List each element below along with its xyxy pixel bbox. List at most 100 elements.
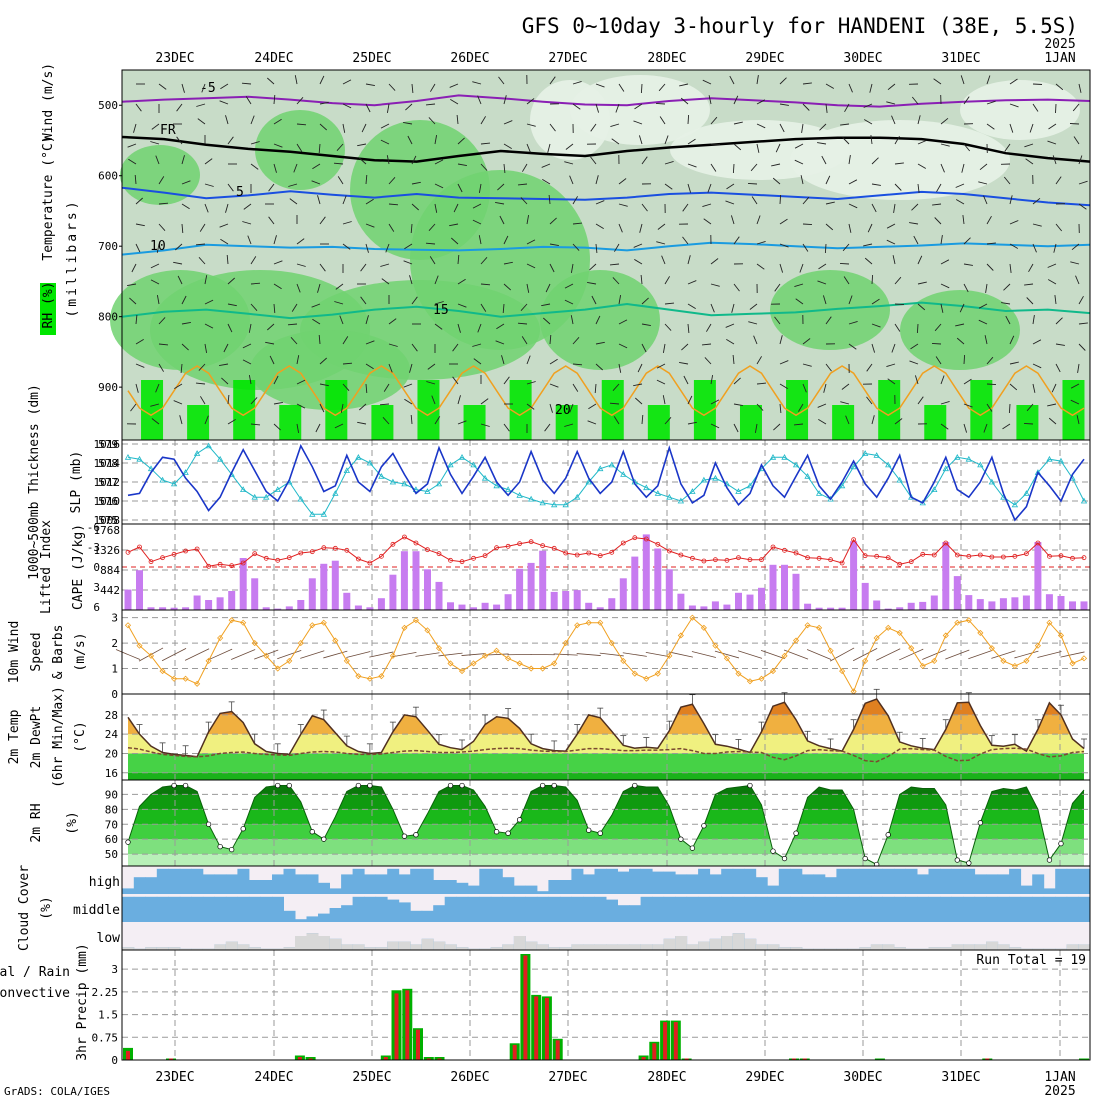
wind-barb	[181, 155, 185, 165]
cloud-middle-bar	[801, 896, 814, 922]
cloud-high-bar	[640, 868, 653, 894]
cloud-low-fill	[179, 948, 192, 950]
cloud-middle-bar	[755, 896, 768, 922]
thickness-point	[527, 495, 535, 502]
wind10m-speed-point	[401, 624, 408, 631]
cloud-low-fill	[260, 948, 273, 950]
cape-bar	[1080, 601, 1088, 610]
wind-barb	[334, 423, 344, 429]
cloud-middle-bar	[306, 916, 319, 922]
wind-barb	[866, 396, 873, 405]
cloud-high-bar	[594, 868, 607, 894]
thickness-point	[746, 482, 754, 489]
cloud-middle-bar	[836, 896, 849, 922]
cape-bar	[608, 598, 616, 610]
thickness-point	[654, 490, 662, 496]
wind-barb	[613, 416, 620, 425]
wind-barb	[963, 403, 973, 408]
isotherm-10	[121, 241, 1091, 256]
cloud-middle-bar	[629, 905, 641, 922]
wind-barb	[388, 318, 397, 325]
wind-barb	[403, 260, 413, 265]
cloud-low-fill	[283, 947, 296, 950]
lifted-index-point	[954, 552, 960, 558]
wind-barb	[204, 415, 209, 425]
wind10m-speed-point	[677, 632, 684, 639]
wind-barb	[1052, 155, 1057, 165]
wind10m-speed-point	[470, 660, 477, 667]
wind-barb	[134, 174, 137, 185]
cloud-middle-bar	[502, 896, 515, 922]
wind10m-speed-point	[147, 652, 155, 659]
wind10m-speed-point	[182, 675, 189, 682]
wind10m-speed-point	[1069, 660, 1076, 667]
isotherm-label: 5	[236, 185, 244, 200]
wind-barb	[756, 263, 765, 270]
cape-bar	[953, 576, 961, 610]
wind-barb	[1025, 158, 1034, 165]
wind-barb	[978, 319, 988, 325]
temp-band	[128, 734, 1084, 754]
wind-barb	[940, 423, 949, 430]
wind-barb	[979, 163, 988, 171]
wind-barb	[751, 196, 758, 205]
cape-bar	[193, 595, 201, 610]
isotherm--5	[121, 94, 1091, 108]
wind-barb	[955, 199, 965, 205]
thickness-point	[389, 478, 397, 485]
lifted-index-point	[885, 555, 891, 561]
lifted-index-point	[966, 553, 972, 559]
top-date-label: 24DEC	[254, 51, 293, 66]
wind-barb	[480, 398, 489, 405]
wind-barb	[779, 243, 789, 248]
cloud-high-bar	[986, 874, 999, 894]
cloud-high-bar	[1032, 874, 1045, 894]
cloud-low-fill	[490, 947, 503, 950]
bottom-date-label: 29DEC	[745, 1070, 784, 1085]
wind-barb	[380, 139, 390, 145]
cloud-low-fill	[387, 941, 400, 950]
wind-barb	[342, 79, 352, 85]
wind10m-speed-point	[689, 614, 696, 621]
rh2m-point	[1046, 857, 1053, 863]
wind-barb	[1024, 143, 1034, 148]
wind-barb	[266, 323, 275, 331]
wind-barb	[520, 197, 528, 205]
cloud-middle-bar	[479, 896, 492, 922]
wind-barb	[457, 254, 460, 265]
wind-barb	[250, 303, 258, 312]
thickness-point	[1080, 497, 1088, 504]
wind-barb	[959, 303, 965, 313]
wind-barb	[863, 119, 873, 125]
cloud-high-bar	[847, 868, 860, 894]
thickness-point	[343, 467, 351, 473]
wind-barb	[247, 235, 252, 245]
wind-barb	[687, 323, 690, 334]
wind10m-speed-point	[378, 673, 385, 680]
wind-barb	[158, 343, 169, 346]
wind-barb	[342, 123, 346, 133]
cape-bar	[642, 534, 650, 610]
wind-barb	[932, 203, 942, 206]
wind-barb	[472, 343, 482, 347]
wind-barb	[457, 395, 461, 405]
wind-barb	[204, 275, 208, 285]
cape-bar	[216, 597, 224, 610]
wind-barb	[158, 202, 169, 205]
wind-barb	[825, 223, 834, 231]
wind-barb	[434, 159, 444, 165]
precip-tick-label: 3	[111, 963, 118, 976]
cloud-high-bar	[525, 885, 538, 894]
cloud-middle-bar	[375, 896, 388, 922]
rh-saturated-column	[463, 405, 486, 440]
thickness-slp-lines	[124, 442, 1088, 522]
wind-barb	[801, 123, 804, 133]
wind-barb	[457, 278, 466, 285]
wind-barb	[756, 123, 766, 129]
wind-barb	[335, 283, 344, 290]
bottom-date-labels: 23DEC 24DEC 25DEC 26DEC 27DEC 28DEC 29DE…	[155, 1070, 1075, 1085]
rh-dry-area	[530, 80, 610, 160]
wind-barb	[687, 183, 692, 193]
